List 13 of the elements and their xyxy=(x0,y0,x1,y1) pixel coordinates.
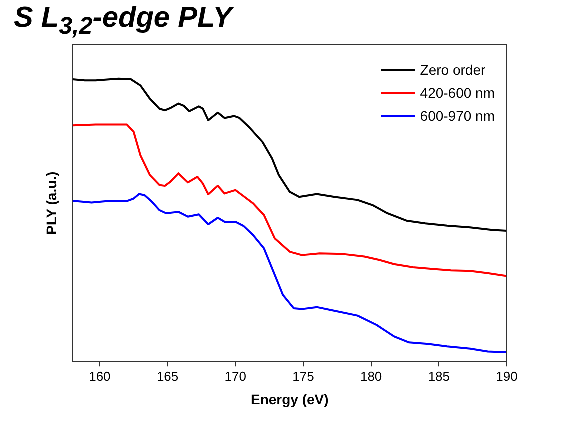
x-tick-label: 170 xyxy=(224,368,246,384)
x-tick-label: 175 xyxy=(292,368,314,384)
legend-label: Zero order xyxy=(420,62,486,78)
x-tick-label: 190 xyxy=(496,368,518,384)
x-tick-label: 180 xyxy=(360,368,382,384)
x-tick-label: 160 xyxy=(89,368,111,384)
chart-title: S L$_{3,2}$-edge PLY xyxy=(14,2,232,41)
y-axis-title: PLY (a.u.) xyxy=(43,172,60,235)
x-tick-label: 185 xyxy=(428,368,450,384)
x-tick-label: 165 xyxy=(156,368,179,384)
legend-label: 420-600 nm xyxy=(420,84,495,100)
x-axis-title: Energy (eV) xyxy=(250,391,329,408)
legend-label: 600-970 nm xyxy=(420,108,495,124)
